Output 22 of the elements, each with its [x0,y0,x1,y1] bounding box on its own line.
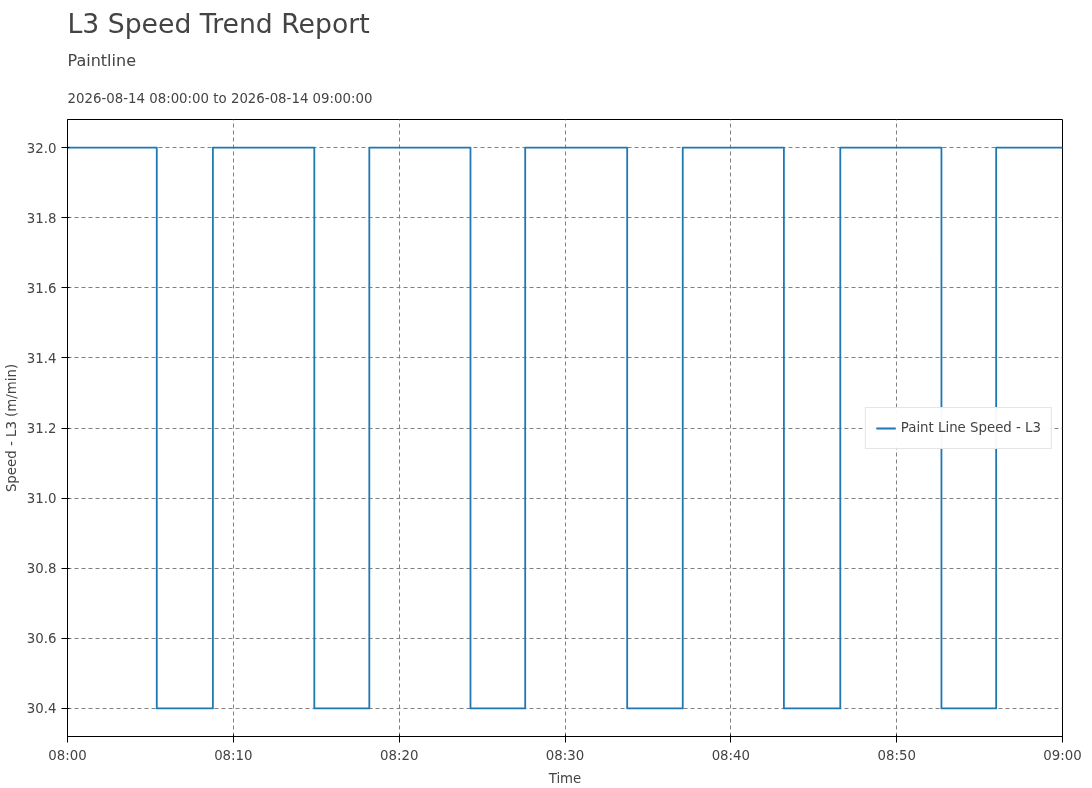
x-tick-label: 08:40 [711,747,751,763]
y-tick-label: 31.0 [26,491,57,507]
x-tick-label: 08:50 [877,747,916,763]
text: 2026-08-14 08:00:00 to 2026-08-14 09:00:00 [67,90,373,106]
x-tick-label: 08:30 [545,747,585,763]
x-tick-label: 09:00 [1043,747,1082,763]
x-axis-title: Time [547,770,582,786]
x-tick-label: 08:00 [48,747,87,763]
y-tick-label: 30.4 [26,701,57,717]
x-tick-label: 08:20 [379,747,419,763]
y-axis-title: Speed - L3 (m/min) [3,363,19,493]
chart-subtitle: Paintline [67,50,136,70]
x-tick-label: 08:10 [214,747,253,763]
chart-title: L3 Speed Trend Report [67,7,370,39]
y-tick-label: 32.0 [26,140,57,156]
y-tick-label: 31.6 [26,280,57,296]
y-tick-label: 31.8 [26,210,57,226]
y-tick-label: 31.4 [26,350,57,366]
y-tick-label: 30.8 [26,561,57,577]
y-tick-label: 30.6 [26,631,57,647]
legend-label: Paint Line Speed - L3 [900,420,1041,435]
y-tick-label: 31.2 [26,421,57,436]
